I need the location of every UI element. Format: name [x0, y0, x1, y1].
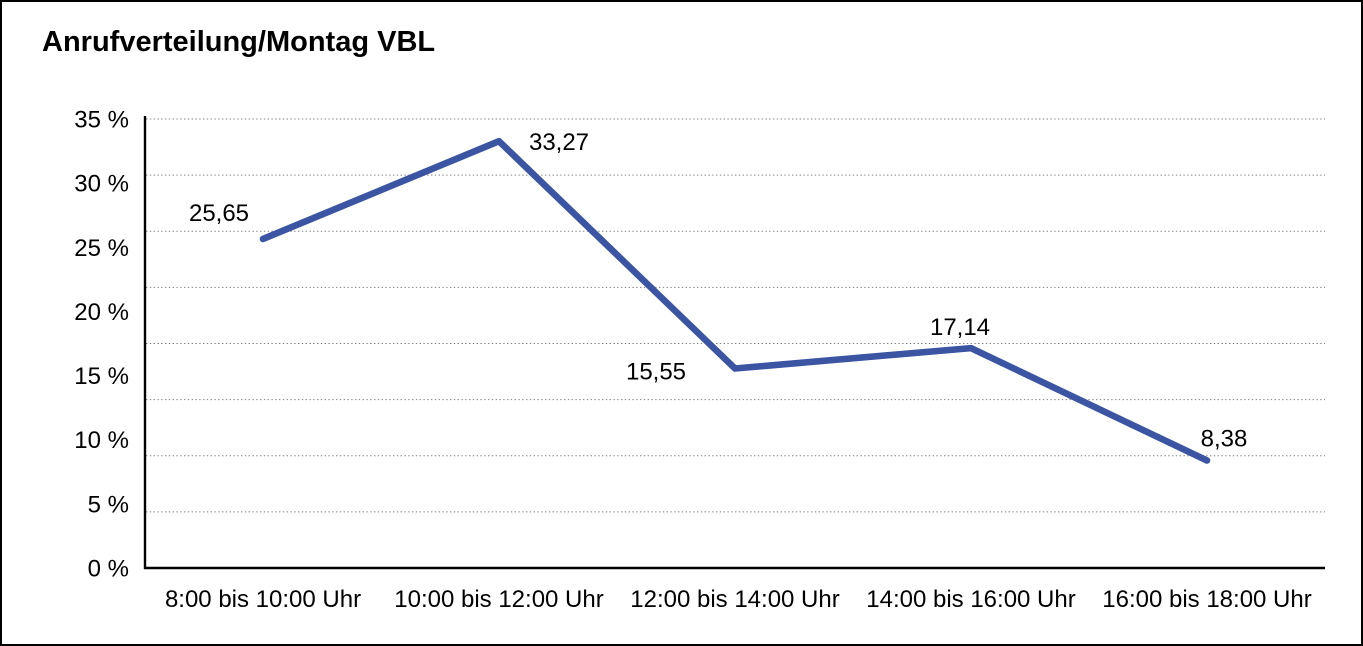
- x-tick-label: 14:00 bis 16:00 Uhr: [866, 586, 1075, 613]
- data-point-label: 15,55: [626, 359, 686, 386]
- chart-title: Anrufverteilung/Montag VBL: [42, 26, 436, 58]
- data-point-label: 17,14: [930, 314, 990, 341]
- y-tick-label: 20 %: [74, 299, 129, 326]
- y-tick-label: 5 %: [88, 491, 129, 518]
- data-point-label: 25,65: [189, 200, 249, 227]
- y-tick-label: 0 %: [88, 556, 129, 583]
- y-tick-label: 30 %: [74, 171, 129, 198]
- data-point-label: 8,38: [1201, 425, 1248, 452]
- x-tick-label: 16:00 bis 18:00 Uhr: [1102, 586, 1311, 613]
- x-tick-label: 8:00 bis 10:00 Uhr: [165, 586, 361, 613]
- series-line: [259, 137, 1211, 464]
- y-tick-label: 35 %: [74, 107, 129, 134]
- x-tick-label: 10:00 bis 12:00 Uhr: [394, 586, 603, 613]
- data-point-label: 33,27: [529, 129, 589, 156]
- y-tick-label: 10 %: [74, 427, 129, 454]
- x-tick-label: 12:00 bis 14:00 Uhr: [630, 586, 839, 613]
- y-tick-label: 15 %: [74, 363, 129, 390]
- y-tick-label: 25 %: [74, 235, 129, 262]
